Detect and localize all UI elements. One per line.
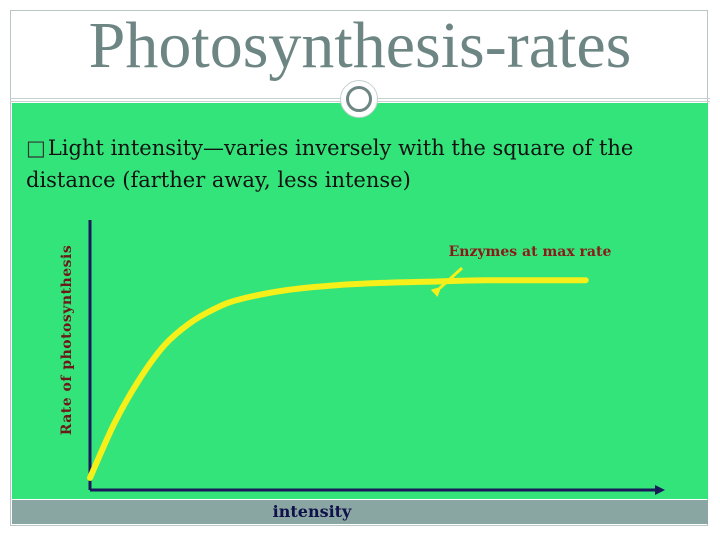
x-axis-label: intensity <box>272 502 352 521</box>
slide-title: Photosynthesis-rates <box>88 9 632 82</box>
circle-ornament-icon <box>340 80 378 118</box>
bullet-marker-icon: □ <box>26 136 46 160</box>
y-axis-label-wrap: Rate of photosynthesis <box>52 220 82 460</box>
series-line-rate <box>87 277 589 481</box>
content-area <box>12 103 708 499</box>
annotation-arrow-icon <box>430 266 464 298</box>
chart-annotation: Enzymes at max rate <box>448 244 612 260</box>
y-axis-label: Rate of photosynthesis <box>59 244 75 436</box>
bullet-point: □Light intensity—varies inversely with t… <box>26 132 676 196</box>
bullet-text: Light intensity—varies inversely with th… <box>26 136 634 192</box>
footer-bar <box>12 500 708 524</box>
